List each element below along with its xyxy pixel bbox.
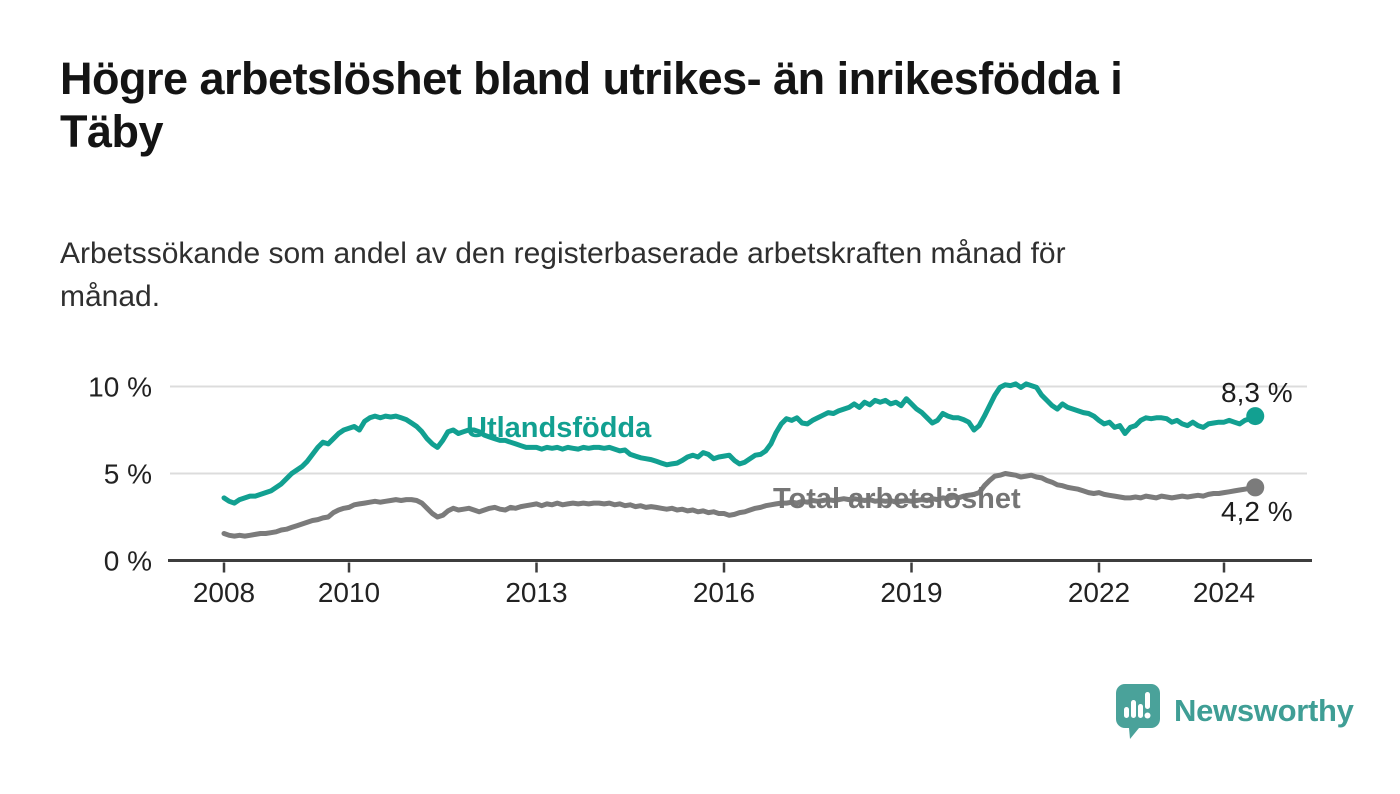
series-label-utlandsfodda: Utlandsfödda [466, 412, 652, 444]
series-line-0 [221, 381, 1258, 506]
newsworthy-logo: Newsworthy [1113, 683, 1354, 739]
x-tick-label: 2016 [693, 577, 755, 608]
x-tick-label: 2019 [880, 577, 942, 608]
x-tick-label: 2022 [1068, 577, 1130, 608]
series-end-dot-0 [1246, 407, 1265, 426]
brand-name: Newsworthy [1174, 693, 1354, 728]
x-tick-label: 2024 [1193, 577, 1255, 608]
page-title: Högre arbetslöshet bland utrikes- än inr… [60, 52, 1350, 158]
page-title-line-2: Täby [60, 106, 164, 157]
x-tick-label: 2010 [318, 577, 380, 608]
newsworthy-bubble-icon [1116, 684, 1160, 739]
chart-subtitle: Arbetssökande som andel av den registerb… [60, 232, 1350, 318]
page-title-line-1: Högre arbetslöshet bland utrikes- än inr… [60, 53, 1123, 104]
y-tick-label: 10 % [88, 372, 152, 403]
x-tick-label: 2008 [193, 577, 255, 608]
y-tick-label: 0 % [104, 546, 152, 577]
series-end-dot-1 [1246, 478, 1265, 497]
chart-subtitle-line-2: månad. [60, 280, 161, 313]
x-tick-label: 2013 [505, 577, 567, 608]
series-label-total-arbetsloshet: Total arbetslöshet [773, 483, 1021, 515]
series-line-1 [221, 471, 1258, 539]
end-value-label-utlandsfodda: 8,3 % [1221, 377, 1293, 408]
chart-subtitle-line-1: Arbetssökande som andel av den registerb… [60, 237, 1066, 270]
y-tick-label: 5 % [104, 459, 152, 490]
end-value-label-total-arbetsloshet: 4,2 % [1221, 496, 1293, 527]
